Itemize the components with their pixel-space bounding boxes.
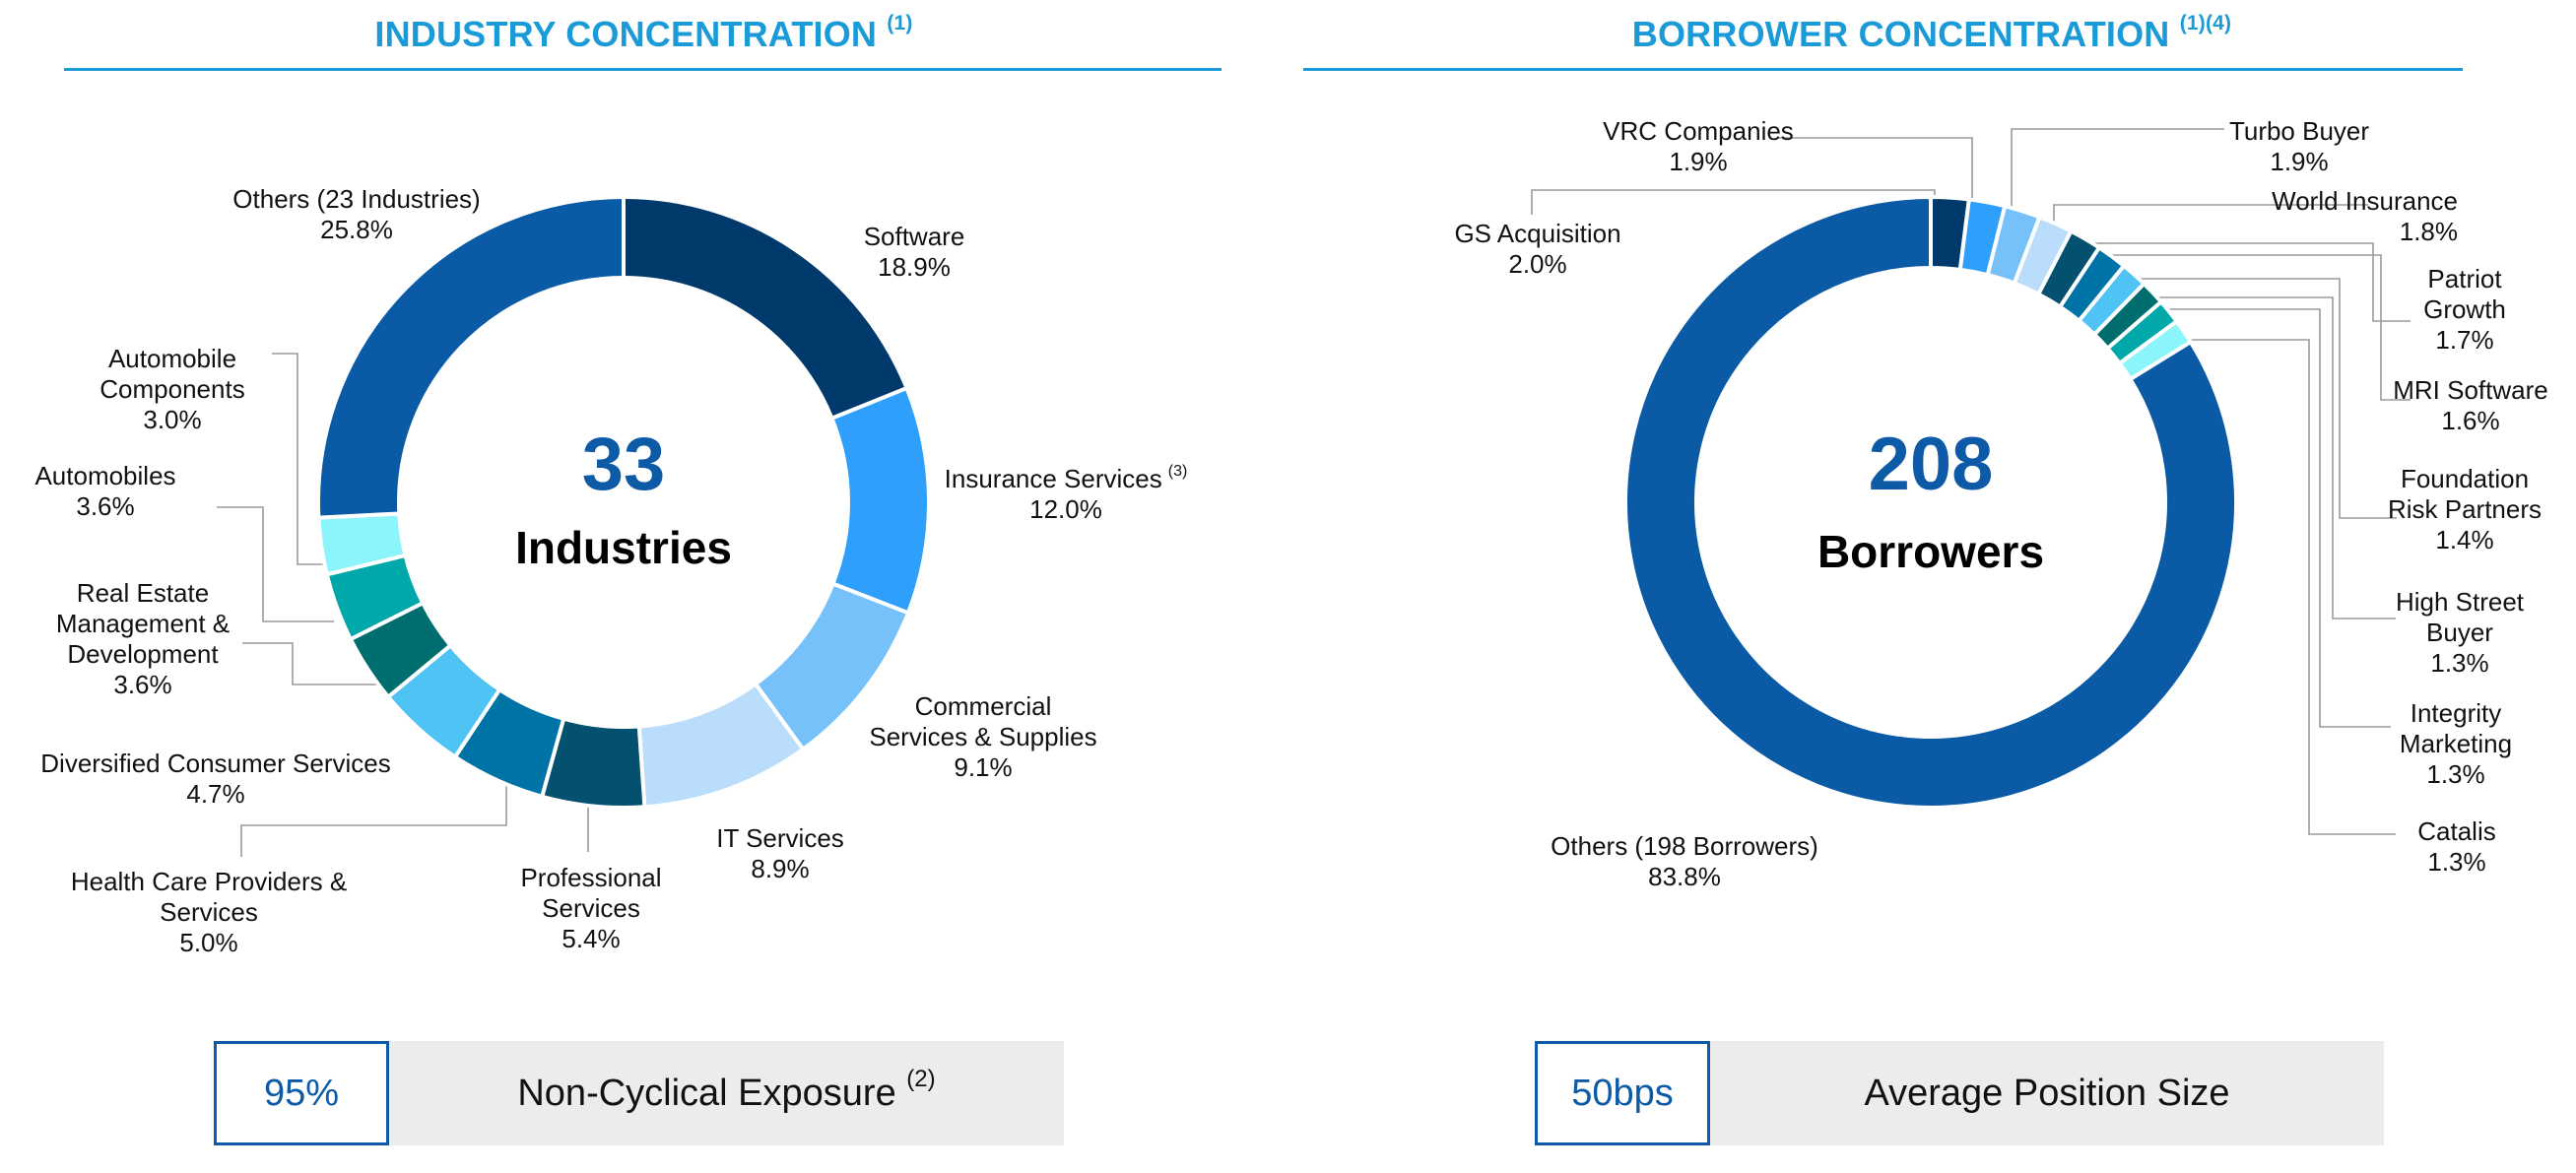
ind-label-automobiles: Automobiles 3.6% bbox=[34, 461, 175, 521]
ind-label-commercial-services-supplies: Commercial Services & Supplies 9.1% bbox=[869, 691, 1096, 782]
bor-slice-others-198-borrowers bbox=[1623, 195, 2238, 810]
ind-label-software: Software 18.9% bbox=[864, 222, 965, 282]
non-cyclical-value: 95% bbox=[214, 1041, 389, 1145]
bor-label-mri-software: MRI Software 1.6% bbox=[2393, 375, 2548, 435]
ind-label-automobile-components: Automobile Components 3.0% bbox=[99, 344, 244, 434]
position-size-value: 50bps bbox=[1535, 1041, 1710, 1145]
industry-panel: INDUSTRY CONCENTRATION (1) Software 18.9%… bbox=[34, 12, 1222, 1145]
ind-label-others-23-industries: Others (23 Industries) 25.8% bbox=[232, 184, 480, 244]
industry-center-value: 33 bbox=[582, 423, 666, 506]
borrower-donut-chart: GS Acquisition 2.0% VRC Companies 1.9% Turbo… bbox=[1454, 116, 2548, 891]
ind-label-real-estate-management-development: Real Estate Management & Development 3.6% bbox=[56, 578, 230, 699]
ind-label-it-services: IT Services 8.9% bbox=[716, 823, 844, 883]
non-cyclical-label: Non-Cyclical Exposure (2) bbox=[517, 1066, 936, 1114]
industry-center-label: Industries bbox=[515, 522, 732, 573]
non-cyclical-stat: 95% Non-Cyclical Exposure (2) bbox=[214, 1041, 1064, 1145]
industry-donut-chart: Software 18.9% Insurance Services (3) 12.0% C… bbox=[34, 184, 1188, 957]
ind-slice-insurance-services bbox=[829, 386, 931, 616]
position-size-stat: 50bps Average Position Size bbox=[1535, 1041, 2384, 1145]
bor-leader-vrc-companies bbox=[1778, 137, 1973, 207]
ind-label-diversified-consumer-services: Diversified Consumer Services 4.7% bbox=[40, 749, 390, 809]
bor-label-foundation-risk-partners: Foundation Risk Partners 1.4% bbox=[2388, 464, 2542, 554]
ind-leader-health-care-providers-services bbox=[240, 773, 507, 857]
borrower-title: BORROWER CONCENTRATION (1)(4) bbox=[1631, 12, 2232, 54]
ind-leader-automobiles bbox=[217, 506, 334, 622]
bor-label-integrity-marketing: Integrity Marketing 1.3% bbox=[2400, 698, 2512, 789]
borrower-panel: BORROWER CONCENTRATION (1)(4) GS Acquisi… bbox=[1288, 0, 2576, 1173]
ind-slice-others-23-industries bbox=[316, 195, 626, 520]
bor-label-patriot-growth: Patriot Growth 1.7% bbox=[2423, 264, 2506, 355]
bor-label-catalis: Catalis 1.3% bbox=[2417, 816, 2495, 877]
ind-label-health-care-providers-services: Health Care Providers & Services 5.0% bbox=[71, 867, 347, 957]
bor-label-high-street-buyer: High Street Buyer 1.3% bbox=[2396, 587, 2525, 678]
ind-label-insurance-services: Insurance Services (3) 12.0% bbox=[945, 463, 1188, 524]
bor-label-vrc-companies: VRC Companies 1.9% bbox=[1603, 116, 1794, 176]
ind-label-professional-services: Professional Services 5.4% bbox=[520, 863, 661, 953]
borrower-center-value: 208 bbox=[1869, 423, 1994, 506]
bor-label-world-insurance: World Insurance 1.8% bbox=[2272, 186, 2458, 246]
borrower-center-label: Borrowers bbox=[1817, 526, 2044, 577]
industry-title-note: (1) bbox=[887, 12, 913, 34]
ind-leader-automobile-components bbox=[272, 353, 328, 565]
bor-label-turbo-buyer: Turbo Buyer 1.9% bbox=[2229, 116, 2369, 176]
ind-leader-real-estate-management-development bbox=[242, 642, 381, 685]
bor-leader-world-insurance bbox=[2053, 204, 2368, 228]
borrower-title-note: (1)(4) bbox=[2179, 12, 2232, 34]
non-cyclical-note: (2) bbox=[906, 1066, 936, 1092]
bor-label-others-198-borrowers: Others (198 Borrowers) 83.8% bbox=[1551, 831, 1818, 891]
industry-title-rule bbox=[64, 68, 1222, 71]
bor-label-gs-acquisition: GS Acquisition 2.0% bbox=[1454, 219, 1620, 279]
bor-leader-turbo-buyer bbox=[2011, 128, 2224, 215]
position-size-label: Average Position Size bbox=[1864, 1073, 2230, 1114]
industry-title: INDUSTRY CONCENTRATION (1) bbox=[374, 12, 913, 54]
borrower-title-rule bbox=[1303, 68, 2463, 71]
